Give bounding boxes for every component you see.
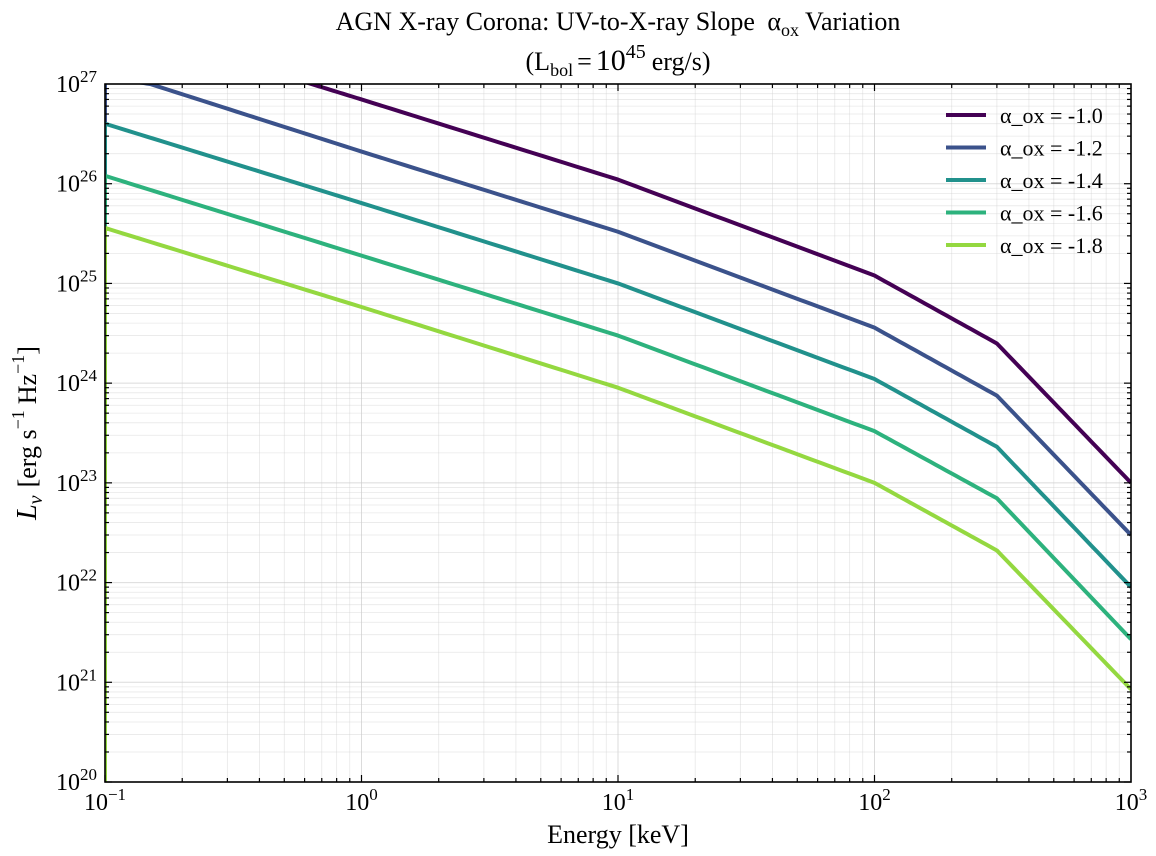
series-lines [105, 84, 1131, 782]
y-tick-label: 1023 [56, 466, 97, 497]
series-line-1 [105, 84, 1131, 782]
grid [104, 84, 1131, 783]
chart-title-line1: AGN X-ray Corona: UV-to-X-ray Slope αox V… [336, 7, 901, 40]
series-line-5 [105, 225, 1131, 782]
x-tick-label: 102 [858, 785, 891, 816]
chart-title-line2: (Lbol = 1045 erg/s) [526, 41, 711, 80]
y-tick-label: 1027 [56, 67, 98, 98]
plot-frame [104, 83, 1132, 783]
series-line-2 [105, 84, 1131, 782]
legend: α_ox = -1.0 α_ox = -1.2 α_ox = -1.4 α_ox = … [946, 103, 1103, 258]
series-line-4 [105, 173, 1131, 782]
y-tick-label: 1020 [56, 765, 97, 796]
series-line-3 [105, 121, 1131, 782]
x-tick-label: 100 [345, 785, 378, 816]
legend-label-1: α_ox = -1.0 [1000, 103, 1103, 128]
x-axis-label: Energy [keV] [547, 820, 689, 849]
y-tick-label: 1021 [56, 665, 97, 696]
y-axis-label: Lν[erg s−1Hz−1] [8, 346, 47, 521]
y-tick-label: 1026 [56, 167, 97, 198]
legend-label-2: α_ox = -1.2 [1000, 136, 1103, 161]
y-tick-label: 1022 [56, 566, 97, 597]
x-tick-label: 103 [1115, 785, 1148, 816]
x-tick-label: 101 [602, 785, 635, 816]
y-tick-label: 1024 [56, 366, 98, 397]
tick-labels: 10−1 100 101 102 103 1020 1021 1022 1023 1024 1025… [56, 67, 1147, 816]
legend-label-4: α_ox = -1.6 [1000, 201, 1103, 226]
y-tick-label: 1025 [56, 266, 97, 297]
legend-label-3: α_ox = -1.4 [1000, 168, 1103, 193]
x-tick-label: 10−1 [84, 785, 126, 816]
legend-label-5: α_ox = -1.8 [1000, 233, 1103, 258]
